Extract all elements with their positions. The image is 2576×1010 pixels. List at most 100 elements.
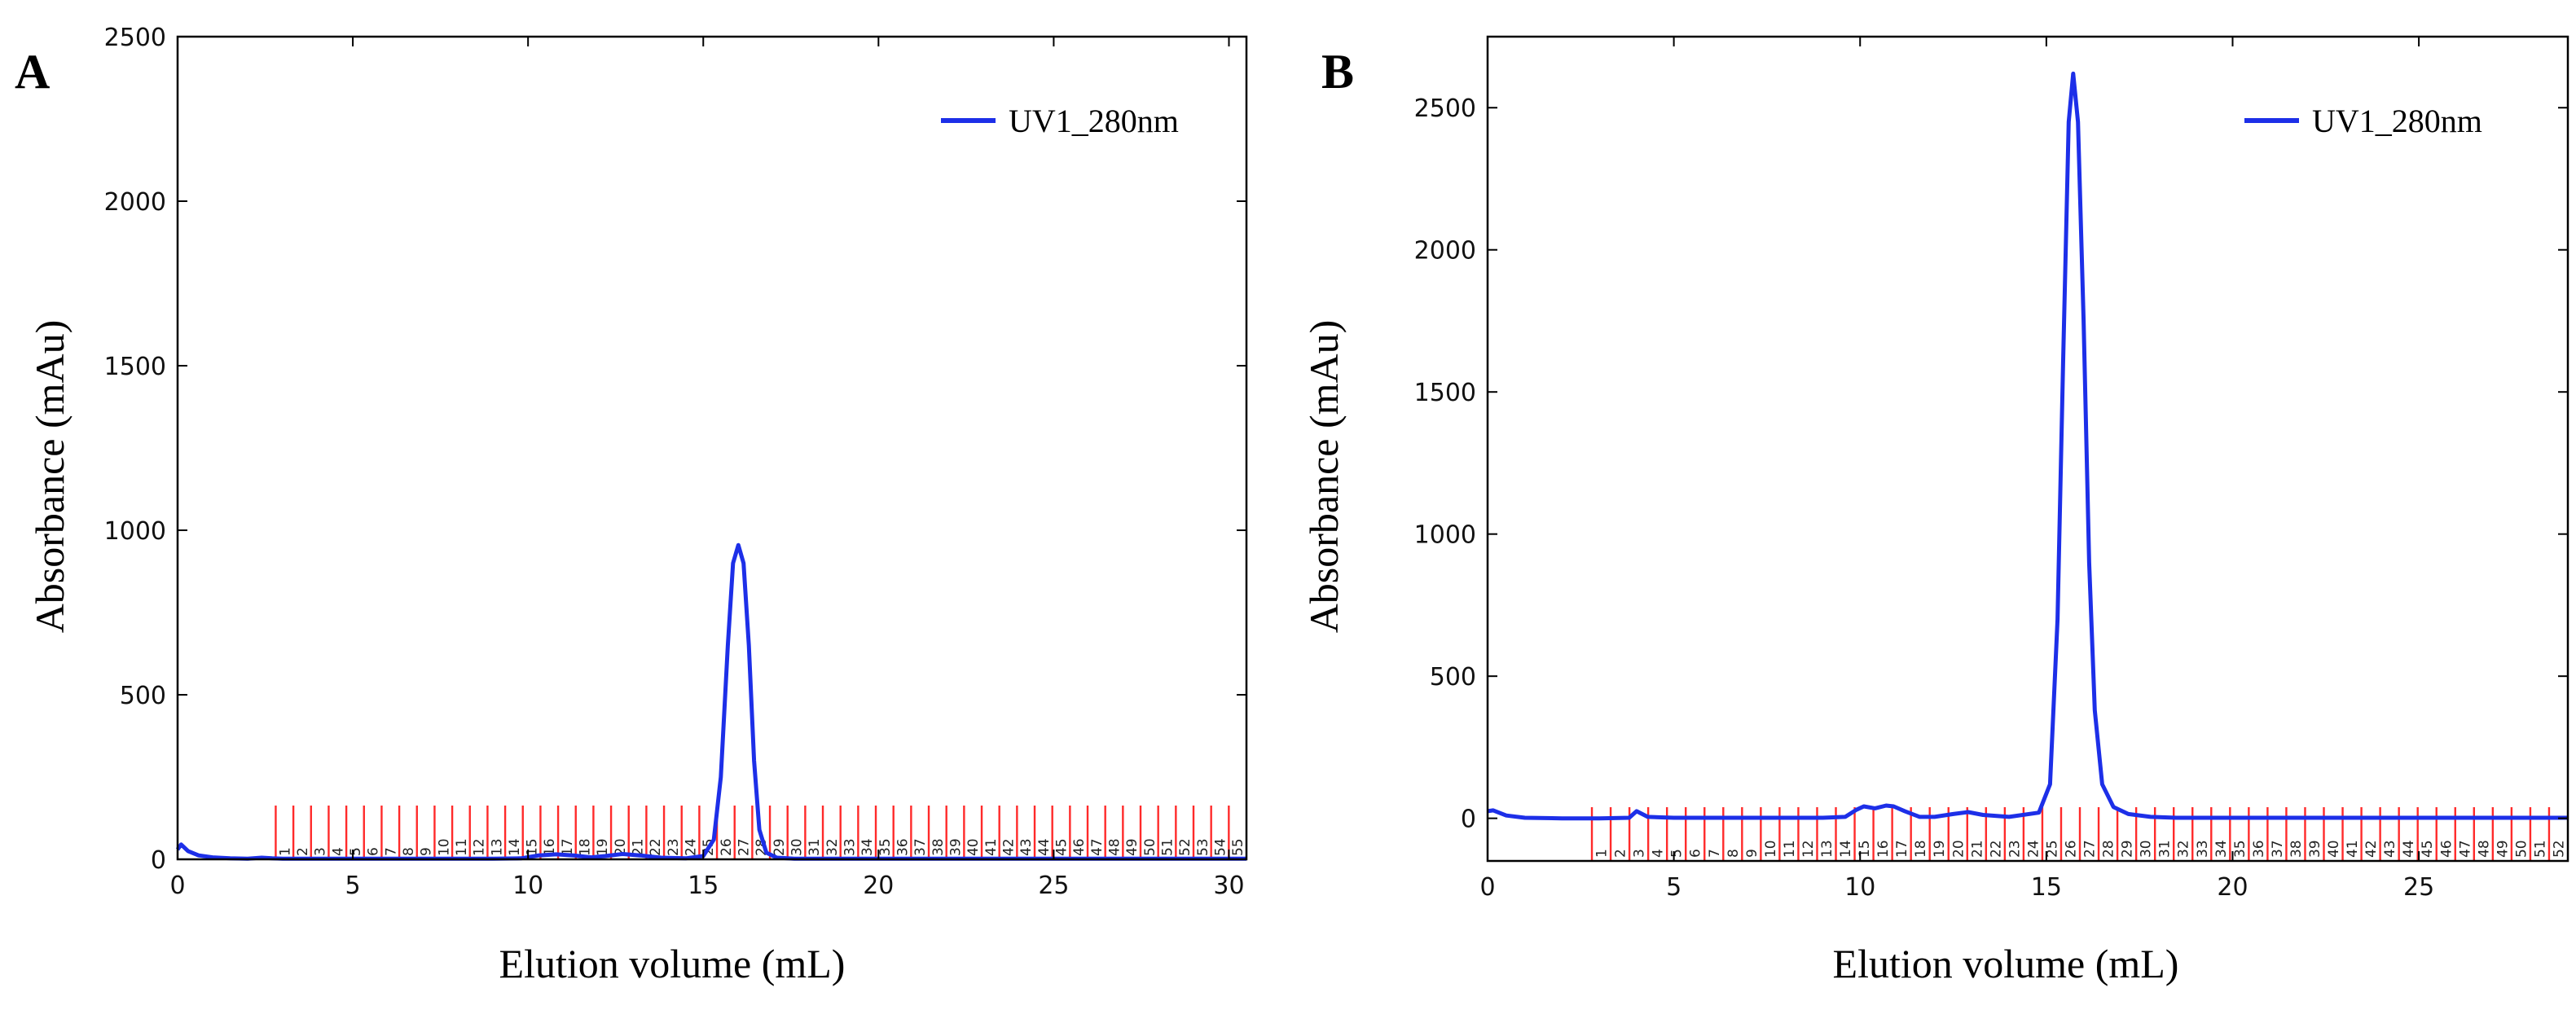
panel-a-x-tick-label: 10 [512,872,543,900]
panel-a-fraction-label: 21 [631,838,647,856]
panel-b-fraction-label: 40 [2326,840,2342,858]
panel-b-fraction-label: 2 [1613,849,1629,858]
panel-b-legend: UV1_280nm [2244,103,2482,139]
panel-b-x-axis-title: Elution volume (mL) [1833,941,2179,986]
panel-a-fraction-label: 4 [330,847,346,856]
panel-a-fraction-label: 22 [648,838,664,856]
panel-a: A Absorbance (mAu) Elution volume (mL) 1… [15,24,1248,986]
panel-a-fraction-label: 52 [1177,838,1193,856]
panel-a-fraction-label: 51 [1160,838,1176,856]
panel-b-y-tick-label: 1000 [1414,521,1476,550]
panel-a-fraction-label: 50 [1142,838,1158,856]
panel-b-plot-area: 1 2 3 4 5 6 7 8 9 10 11 12 13 14 15 16 17 18 19 20 21 22 23 24 2… [1414,35,2569,902]
panel-b: B Absorbance (mAu) Elution volume (mL) 1… [1301,35,2569,986]
panel-b-label: B [1321,45,1354,99]
panel-b-fraction-label: 18 [1913,840,1929,858]
panel-b-fraction-label: 25 [2044,840,2060,858]
panel-a-x-tick-label: 20 [863,872,894,900]
panel-a-fraction-label: 9 [419,847,435,856]
panel-a-fraction-label: 43 [1018,838,1035,856]
panel-a-fraction-label: 6 [366,847,382,856]
panel-a-legend: UV1_280nm [941,103,1179,139]
panel-b-y-tick-label: 0 [1461,806,1476,834]
panel-b-y-tick-label: 2000 [1414,237,1476,266]
panel-a-fraction-label: 32 [824,838,841,856]
panel-a-x-axis-title: Elution volume (mL) [499,941,846,986]
panel-a-fraction-label: 14 [507,838,523,856]
panel-a-fraction-label: 47 [1089,838,1106,856]
panel-a-fraction-label: 7 [383,847,399,856]
panel-b-fraction-label: 49 [2495,840,2511,858]
panel-b-fraction-label: 26 [2063,840,2079,858]
panel-a-x-tick-label: 30 [1213,872,1244,900]
panel-b-fraction-label: 38 [2288,840,2305,858]
panel-b-fraction-label: 21 [1969,840,1985,858]
panel-a-label: A [15,45,50,99]
panel-a-fraction-label: 54 [1213,838,1229,856]
panel-b-fraction-label: 15 [1857,840,1873,858]
panel-a-x-tick-label: 5 [345,872,361,900]
panel-a-fraction-label: 24 [684,838,700,856]
panel-b-fraction-label: 51 [2532,840,2548,858]
panel-b-fraction-label: 19 [1932,840,1948,858]
panel-a-fraction-label: 10 [436,838,452,856]
panel-b-fraction-label: 33 [2195,840,2211,858]
panel-b-fraction-label: 32 [2176,840,2192,858]
panel-b-fraction-label: 46 [2438,840,2455,858]
panel-b-fraction-label: 9 [1744,849,1761,858]
panel-b-fraction-label: 27 [2082,840,2099,858]
panel-a-fraction-label: 49 [1124,838,1141,856]
panel-b-fraction-label: 39 [2307,840,2323,858]
panel-a-fraction-label: 44 [1036,838,1053,856]
panel-b-fraction-label: 5 [1669,849,1686,858]
panel-a-fraction-label: 35 [877,838,894,856]
panel-a-legend-label: UV1_280nm [1009,103,1179,139]
panel-a-fraction-label: 41 [983,838,1000,856]
panel-a-y-tick-label: 1500 [104,353,166,381]
panel-a-plot-frame [176,35,1248,861]
panel-b-fraction-label: 52 [2551,840,2567,858]
panel-b-fraction-label: 4 [1651,849,1667,858]
panel-a-fraction-label: 27 [736,838,753,856]
panel-b-fraction-label: 12 [1800,840,1817,858]
panel-b-fraction-label: 50 [2513,840,2530,858]
panel-a-fraction-label: 53 [1195,838,1211,856]
panel-b-fraction-label: 14 [1838,840,1854,858]
panel-b-fraction-label: 31 [2157,840,2174,858]
panel-b-plot-frame [1486,35,2569,863]
panel-b-fraction-label: 28 [2101,840,2117,858]
panel-b-fraction-label: 24 [2025,840,2042,858]
panel-a-fraction-label: 39 [948,838,965,856]
panel-a-x-tick-label: 15 [688,872,719,900]
panel-a-plot-area: 1 2 3 4 5 6 7 8 9 10 11 12 13 14 15 16 17 18 19 20 21 22 23 24 2… [104,24,1248,900]
panel-b-fraction-label: 10 [1763,840,1779,858]
panel-a-fraction-label: 12 [472,838,488,856]
panel-b-fraction-label: 6 [1688,849,1704,858]
panel-b-fraction-label: 48 [2476,840,2492,858]
panel-b-y-tick-label: 1500 [1414,379,1476,407]
panel-a-fraction-label: 13 [489,838,505,856]
panel-b-fraction-label: 42 [2363,840,2380,858]
panel-b-fraction-label: 22 [1988,840,2004,858]
panel-b-fraction-label: 45 [2420,840,2436,858]
panel-a-fraction-label: 45 [1054,838,1070,856]
panel-b-fraction-label: 43 [2382,840,2398,858]
panel-b-fraction-label: 7 [1707,849,1723,858]
panel-a-fraction-label: 1 [277,847,293,856]
panel-a-fraction-label: 40 [965,838,982,856]
panel-a-fraction-label: 37 [912,838,929,856]
panel-b-fraction-label: 35 [2232,840,2249,858]
panel-b-fraction-label: 3 [1632,849,1648,858]
panel-b-fraction-label: 30 [2139,840,2155,858]
panel-b-fraction-label: 41 [2345,840,2361,858]
panel-a-fraction-label: 34 [859,838,876,856]
panel-a-fraction-label: 16 [542,838,558,856]
panel-b-fraction-label: 17 [1894,840,1910,858]
panel-b-x-tick-label: 5 [1666,873,1681,902]
panel-a-fraction-label: 33 [842,838,859,856]
panel-a-series-line [175,542,1246,861]
panel-b-x-tick-label: 25 [2403,873,2434,902]
panel-b-fraction-label: 37 [2270,840,2286,858]
panel-a-fraction-label: 11 [454,838,470,856]
